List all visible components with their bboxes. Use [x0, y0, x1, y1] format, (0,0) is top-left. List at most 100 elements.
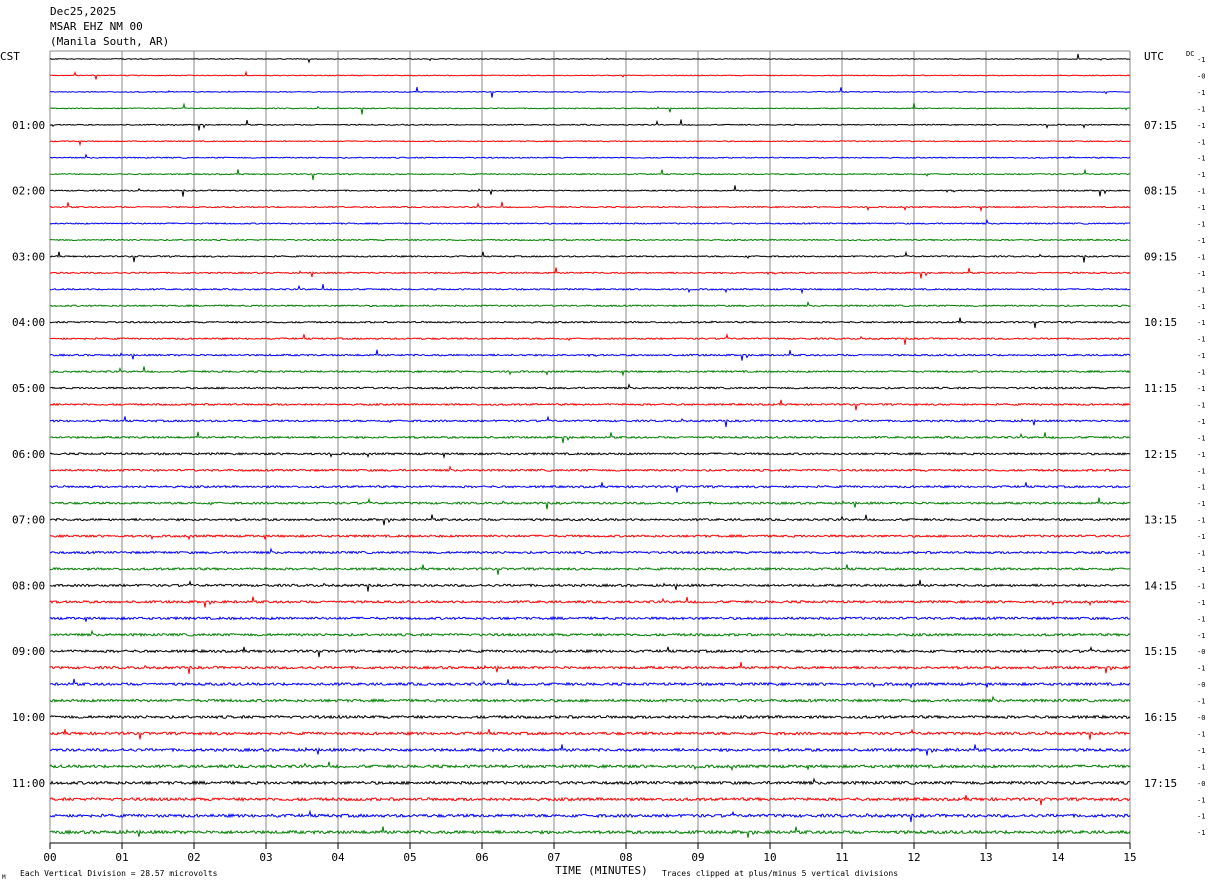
seismic-trace — [49, 284, 1131, 295]
dc-offset-labels: -1 -0 -1 -1 -1 -1 -1 -1 -1 -1 -1 -1 -1 -1 -1 -1 -1 -1 -1 -1… — [1197, 56, 1205, 837]
cst-hour-label: 09:00 — [12, 645, 45, 658]
minute-grid — [49, 50, 1131, 849]
seismic-trace — [49, 809, 1131, 823]
utc-hour-label: 15:15 — [1144, 645, 1177, 658]
seismic-trace — [49, 514, 1131, 526]
seismic-trace — [49, 153, 1131, 159]
seismic-trace — [49, 533, 1131, 541]
minute-tick-label: 03 — [259, 851, 272, 864]
seismic-trace — [49, 777, 1131, 786]
minute-tick-labels: 00 01 02 03 04 05 06 07 08 09 10 11 12 13 14 15 — [43, 851, 1136, 864]
seismic-trace — [49, 119, 1131, 131]
cst-hour-label: 11:00 — [12, 777, 45, 790]
seismic-trace — [49, 300, 1131, 308]
minute-tick-label: 14 — [1051, 851, 1065, 864]
dc-offset-label: -1 — [1197, 467, 1205, 475]
seismic-trace — [49, 497, 1131, 510]
dc-offset-label: -1 — [1197, 632, 1205, 640]
dc-offset-label: -1 — [1197, 188, 1205, 196]
dc-offset-label: -1 — [1197, 484, 1205, 492]
seismic-trace — [49, 383, 1131, 390]
seismic-traces — [49, 53, 1131, 838]
dc-offset-label: -1 — [1197, 730, 1205, 738]
corner-mark: M — [2, 874, 6, 881]
seismic-trace — [49, 102, 1131, 115]
seismic-trace — [49, 646, 1131, 658]
cst-hour-label: 08:00 — [12, 579, 45, 592]
dc-offset-header: DC — [1186, 50, 1194, 58]
minute-tick-label: 12 — [907, 851, 920, 864]
seismic-trace — [49, 678, 1131, 689]
seismic-trace — [49, 547, 1131, 555]
utc-hour-label: 16:15 — [1144, 711, 1177, 724]
dc-offset-label: -1 — [1197, 352, 1205, 360]
minute-tick-label: 10 — [763, 851, 776, 864]
dc-offset-label: -1 — [1197, 829, 1205, 837]
x-axis-title: TIME (MINUTES) — [555, 864, 648, 877]
seismic-trace — [49, 87, 1131, 98]
dc-offset-label: -1 — [1197, 813, 1205, 821]
dc-offset-label: -1 — [1197, 286, 1205, 294]
seismic-trace — [49, 761, 1131, 772]
seismic-trace — [49, 238, 1131, 242]
seismic-trace — [49, 744, 1131, 756]
seismic-trace — [49, 714, 1131, 720]
seismic-trace — [49, 662, 1131, 674]
dc-offset-label: -1 — [1197, 253, 1205, 261]
utc-hour-label: 09:15 — [1144, 250, 1177, 263]
minute-tick-label: 00 — [43, 851, 56, 864]
cst-hour-label: 06:00 — [12, 448, 45, 461]
dc-offset-label: -1 — [1197, 105, 1205, 113]
dc-offset-label: -1 — [1197, 533, 1205, 541]
dc-offset-label: -1 — [1197, 237, 1205, 245]
dc-offset-label: -1 — [1197, 89, 1205, 97]
dc-offset-label: -1 — [1197, 303, 1205, 311]
seismic-trace — [49, 53, 1131, 64]
minute-tick-label: 04 — [331, 851, 345, 864]
minute-tick-label: 09 — [691, 851, 704, 864]
cst-hour-label: 01:00 — [12, 119, 45, 132]
seismic-trace — [49, 615, 1131, 622]
minute-tick-label: 07 — [547, 851, 560, 864]
dc-offset-label: -1 — [1197, 796, 1205, 804]
dc-offset-label: -1 — [1197, 517, 1205, 525]
cst-hour-label: 03:00 — [12, 250, 45, 263]
seismic-trace — [49, 695, 1131, 704]
minute-tick-label: 05 — [403, 851, 416, 864]
left-timezone-label: CST — [0, 50, 20, 63]
dc-offset-label: -1 — [1197, 369, 1205, 377]
seismic-trace — [49, 415, 1131, 428]
dc-offset-label: -1 — [1197, 698, 1205, 706]
dc-offset-label: -1 — [1197, 566, 1205, 574]
seismic-trace — [49, 366, 1131, 377]
seismic-trace — [49, 333, 1131, 345]
seismic-trace — [49, 218, 1131, 225]
seismic-trace — [49, 70, 1131, 80]
dc-offset-label: -1 — [1197, 319, 1205, 327]
utc-hour-labels: 07:15 08:15 09:15 10:15 11:15 12:15 13:15 14:15… — [1144, 119, 1177, 790]
seismic-trace — [49, 349, 1131, 361]
seismic-trace — [49, 579, 1131, 592]
seismic-trace — [49, 465, 1131, 473]
dc-offset-label: -1 — [1197, 418, 1205, 426]
dc-offset-label: -1 — [1197, 582, 1205, 590]
dc-offset-label: -1 — [1197, 401, 1205, 409]
right-timezone-label: UTC — [1144, 50, 1164, 63]
dc-offset-label: -1 — [1197, 763, 1205, 771]
seismic-trace — [49, 629, 1131, 638]
utc-hour-label: 13:15 — [1144, 514, 1177, 527]
seismic-trace — [49, 317, 1131, 329]
dc-offset-label: -1 — [1197, 204, 1205, 212]
cst-hour-label: 02:00 — [12, 185, 45, 198]
dc-offset-label: -1 — [1197, 550, 1205, 558]
seismic-trace — [49, 564, 1131, 575]
dc-offset-label: -1 — [1197, 665, 1205, 673]
dc-offset-label: -0 — [1197, 648, 1205, 656]
seismic-trace — [49, 201, 1131, 213]
dc-offset-label: -1 — [1197, 336, 1205, 344]
dc-offset-label: -1 — [1197, 500, 1205, 508]
seismic-trace — [49, 451, 1131, 460]
utc-hour-label: 07:15 — [1144, 119, 1177, 132]
seismic-trace — [49, 185, 1131, 197]
